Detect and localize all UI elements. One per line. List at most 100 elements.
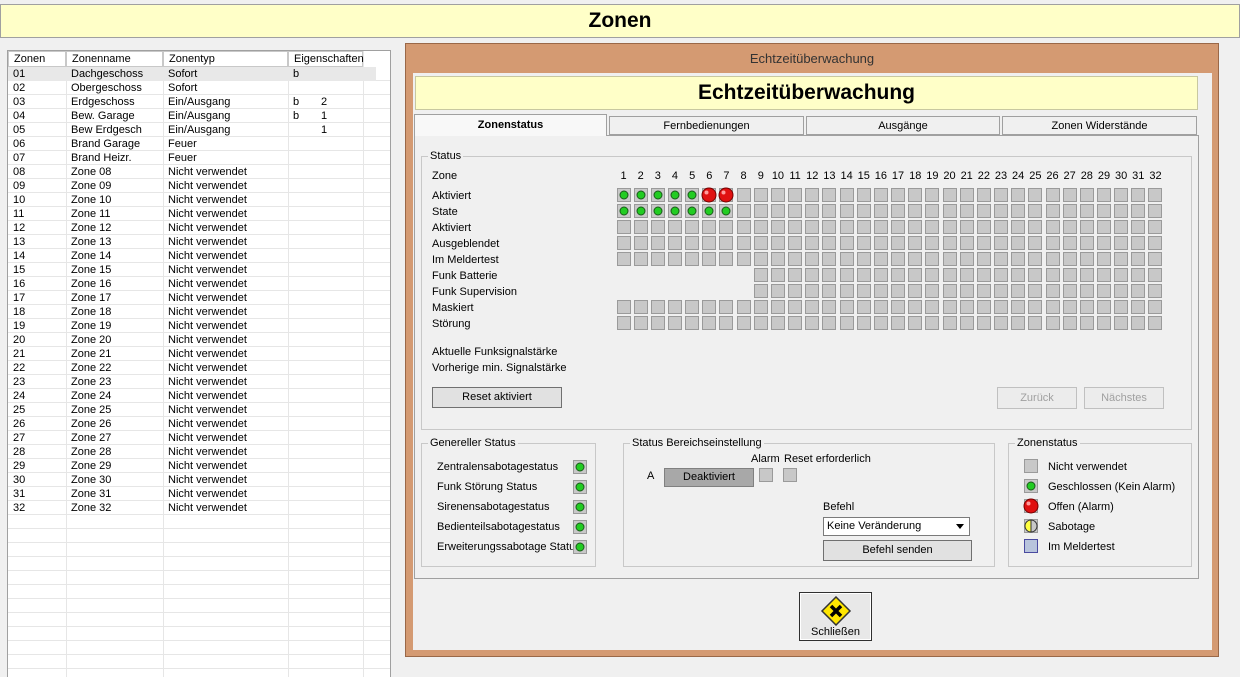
zone-status-cell <box>1062 203 1078 219</box>
indicator-shape <box>736 300 751 314</box>
tab[interactable]: Zonen Widerstände <box>1002 116 1197 135</box>
zone-status-cell <box>839 203 855 219</box>
zone-status-cell <box>1113 283 1129 299</box>
list-row[interactable]: 30 Zone 30 Nicht verwendet <box>8 473 376 487</box>
indicator-shape <box>788 188 803 202</box>
list-row[interactable]: 21 Zone 21 Nicht verwendet <box>8 347 376 361</box>
list-row[interactable]: 32 Zone 32 Nicht verwendet <box>8 501 376 515</box>
indicator-shape <box>1079 268 1094 282</box>
zone-name: Zone 11 <box>71 208 111 220</box>
label: Störung <box>432 318 471 330</box>
close-button[interactable]: Schließen <box>799 592 872 641</box>
zone-status-cell <box>942 235 958 251</box>
list-row[interactable]: 28 Zone 28 Nicht verwendet <box>8 445 376 459</box>
label: Reset erforderlich <box>784 453 871 465</box>
zone-status-cell <box>684 299 700 315</box>
indicator-shape <box>839 220 854 234</box>
list-row[interactable]: 26 Zone 26 Nicht verwendet <box>8 417 376 431</box>
zone-status-cell <box>650 235 666 251</box>
list-row[interactable]: 16 Zone 16 Nicht verwendet <box>8 277 376 291</box>
indicator-shape <box>891 300 906 314</box>
tab[interactable]: Zonenstatus <box>414 114 607 136</box>
zone-status-cell <box>753 299 769 315</box>
list-row[interactable]: 02 Obergeschoss Sofort <box>8 81 376 95</box>
zone-status-cell <box>684 219 700 235</box>
zone-status-cell <box>718 203 734 219</box>
zone-status-cell <box>924 267 940 283</box>
indicator-shape <box>1079 204 1094 218</box>
zone-list: Zonen Zonenname Zonentyp Eigenschaften 01 Dac… <box>7 50 391 677</box>
indicator-shape <box>856 236 871 250</box>
zone-status-cell <box>839 315 855 331</box>
zone-status-cell <box>839 219 855 235</box>
list-row[interactable]: 31 Zone 31 Nicht verwendet <box>8 487 376 501</box>
list-row[interactable]: 18 Zone 18 Nicht verwendet <box>8 305 376 319</box>
indicator-shape <box>1148 220 1163 234</box>
indicator-shape <box>573 500 587 514</box>
indicator-shape <box>633 236 648 250</box>
label: A <box>647 470 655 482</box>
button[interactable]: Nächstes <box>1084 387 1164 409</box>
column-header[interactable]: Eigenschaften <box>288 51 364 67</box>
indicator-shape <box>1131 252 1146 266</box>
list-row[interactable]: 22 Zone 22 Nicht verwendet <box>8 361 376 375</box>
button[interactable]: Zurück <box>997 387 1077 409</box>
indicator-shape <box>805 188 820 202</box>
indicator-shape <box>1045 188 1060 202</box>
zone-name: Dachgeschoss <box>71 68 144 80</box>
list-row[interactable]: 29 Zone 29 Nicht verwendet <box>8 459 376 473</box>
list-row[interactable]: 17 Zone 17 Nicht verwendet <box>8 291 376 305</box>
zone-status-cell <box>770 283 786 299</box>
zone-status-cell <box>787 203 803 219</box>
list-row[interactable]: 09 Zone 09 Nicht verwendet <box>8 179 376 193</box>
indicator-shape <box>788 268 803 282</box>
zone-column-label: 31 <box>1132 170 1145 182</box>
indicator-shape <box>1096 300 1111 314</box>
indicator-shape <box>788 252 803 266</box>
list-row[interactable]: 25 Zone 25 Nicht verwendet <box>8 403 376 417</box>
list-row[interactable]: 14 Zone 14 Nicht verwendet <box>8 249 376 263</box>
command-select[interactable]: Keine Veränderung <box>823 517 970 536</box>
zone-status-cell <box>1096 203 1112 219</box>
indicator-shape <box>959 268 974 282</box>
zone-status-cell <box>1062 219 1078 235</box>
column-header[interactable]: Zonenname <box>66 51 163 67</box>
zone-type: Feuer <box>168 138 197 150</box>
list-row[interactable]: 24 Zone 24 Nicht verwendet <box>8 389 376 403</box>
list-row[interactable]: 03 Erdgeschoss Ein/Ausgang b 2 <box>8 95 376 109</box>
list-row[interactable]: 05 Bew Erdgesch Ein/Ausgang 1 <box>8 123 376 137</box>
list-row[interactable]: 08 Zone 08 Nicht verwendet <box>8 165 376 179</box>
zone-status-cell <box>1079 299 1095 315</box>
zone-column-label: 6 <box>706 170 713 182</box>
list-row[interactable]: 10 Zone 10 Nicht verwendet <box>8 193 376 207</box>
tab[interactable]: Ausgänge <box>806 116 1000 135</box>
zone-status-cell <box>701 187 717 203</box>
list-row[interactable]: 23 Zone 23 Nicht verwendet <box>8 375 376 389</box>
column-header[interactable]: Zonentyp <box>163 51 288 67</box>
tab[interactable]: Fernbedienungen <box>609 116 804 135</box>
indicator-shape <box>942 300 957 314</box>
zone-status-cell <box>1027 283 1043 299</box>
indicator-shape <box>650 220 665 234</box>
list-row[interactable]: 12 Zone 12 Nicht verwendet <box>8 221 376 235</box>
button[interactable]: Befehl senden <box>823 540 972 561</box>
list-row[interactable]: 19 Zone 19 Nicht verwendet <box>8 319 376 333</box>
list-row[interactable]: 01 Dachgeschoss Sofort b <box>8 67 376 81</box>
indicator-shape <box>839 252 854 266</box>
list-row[interactable]: 13 Zone 13 Nicht verwendet <box>8 235 376 249</box>
zone-status-cell <box>1096 315 1112 331</box>
zone-status-cell <box>839 299 855 315</box>
list-row[interactable]: 06 Brand Garage Feuer <box>8 137 376 151</box>
button[interactable]: Reset aktiviert <box>432 387 562 408</box>
label: Zentralensabotagestatus <box>437 461 559 473</box>
indicator-shape <box>805 284 820 298</box>
indicator-shape <box>873 284 888 298</box>
list-row[interactable]: 11 Zone 11 Nicht verwendet <box>8 207 376 221</box>
column-header[interactable]: Zonen <box>8 51 66 67</box>
list-row[interactable]: 15 Zone 15 Nicht verwendet <box>8 263 376 277</box>
list-row[interactable]: 20 Zone 20 Nicht verwendet <box>8 333 376 347</box>
list-row[interactable]: 07 Brand Heizr. Feuer <box>8 151 376 165</box>
list-row[interactable]: 04 Bew. Garage Ein/Ausgang b 1 <box>8 109 376 123</box>
list-row[interactable]: 27 Zone 27 Nicht verwendet <box>8 431 376 445</box>
